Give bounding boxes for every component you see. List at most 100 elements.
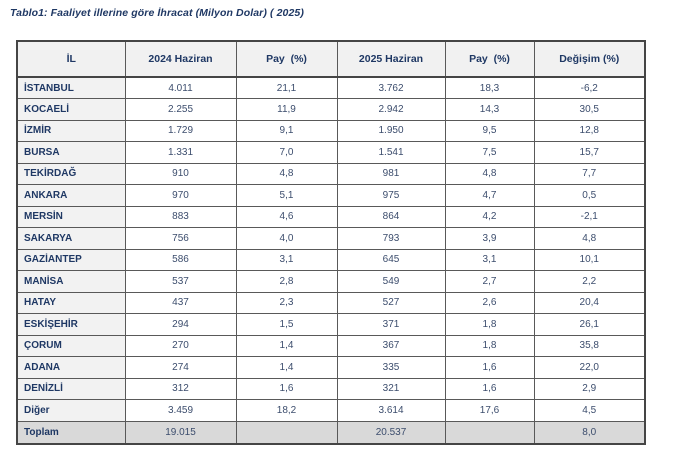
column-header: 2025 Haziran <box>336 40 446 78</box>
value-cell: 1,8 <box>444 334 535 357</box>
total-value-cell: 8,0 <box>533 420 646 445</box>
value-cell: 975 <box>336 184 446 207</box>
column-header: Pay (%) <box>235 40 338 78</box>
value-cell: 756 <box>124 227 237 250</box>
value-cell: 1,6 <box>444 377 535 400</box>
value-cell: 10,1 <box>533 248 646 271</box>
value-cell: 11,9 <box>235 98 338 121</box>
table-row: BURSA 1.331 7,0 1.541 7,5 15,7 <box>16 141 646 164</box>
value-cell: 4,8 <box>533 227 646 250</box>
table-body: İSTANBUL 4.011 21,1 3.762 18,3 -6,2 KOCAELİ 2.2… <box>16 76 646 422</box>
value-cell: 1.541 <box>336 141 446 164</box>
total-value-cell: 19.015 <box>124 420 237 445</box>
province-cell: ADANA <box>16 356 126 379</box>
province-cell: BURSA <box>16 141 126 164</box>
table-row: MERSİN 883 4,6 864 4,2 -2,1 <box>16 205 646 228</box>
value-cell: 2,7 <box>444 270 535 293</box>
value-cell: 9,5 <box>444 119 535 142</box>
value-cell: 549 <box>336 270 446 293</box>
value-cell: 26,1 <box>533 313 646 336</box>
value-cell: 2.942 <box>336 98 446 121</box>
value-cell: 312 <box>124 377 237 400</box>
value-cell: 294 <box>124 313 237 336</box>
value-cell: 883 <box>124 205 237 228</box>
value-cell: 270 <box>124 334 237 357</box>
value-cell: 527 <box>336 291 446 314</box>
province-cell: HATAY <box>16 291 126 314</box>
value-cell: 3.614 <box>336 399 446 422</box>
page-title: Tablo1: Faaliyet illerine göre İhracat (… <box>10 7 304 19</box>
value-cell: 537 <box>124 270 237 293</box>
table-row: Diğer 3.459 18,2 3.614 17,6 4,5 <box>16 399 646 422</box>
value-cell: 9,1 <box>235 119 338 142</box>
export-by-province-table: İL 2024 Haziran Pay (%) 2025 Haziran Pay (%)… <box>16 40 646 445</box>
value-cell: 2,9 <box>533 377 646 400</box>
value-cell: 3,1 <box>444 248 535 271</box>
value-cell: -2,1 <box>533 205 646 228</box>
value-cell: 12,8 <box>533 119 646 142</box>
province-cell: KOCAELİ <box>16 98 126 121</box>
column-header: 2024 Haziran <box>124 40 237 78</box>
column-header: Pay (%) <box>444 40 535 78</box>
value-cell: 1,4 <box>235 334 338 357</box>
value-cell: 321 <box>336 377 446 400</box>
value-cell: 864 <box>336 205 446 228</box>
value-cell: 981 <box>336 162 446 185</box>
table-row: SAKARYA 756 4,0 793 3,9 4,8 <box>16 227 646 250</box>
table-row: HATAY 437 2,3 527 2,6 20,4 <box>16 291 646 314</box>
province-cell: SAKARYA <box>16 227 126 250</box>
value-cell: 3,1 <box>235 248 338 271</box>
value-cell: 3,9 <box>444 227 535 250</box>
value-cell: 4,6 <box>235 205 338 228</box>
province-cell: DENİZLİ <box>16 377 126 400</box>
value-cell: 2,3 <box>235 291 338 314</box>
total-value-cell: 20.537 <box>336 420 446 445</box>
value-cell: 1,6 <box>235 377 338 400</box>
column-header: Değişim (%) <box>533 40 646 78</box>
value-cell: 586 <box>124 248 237 271</box>
value-cell: 4,5 <box>533 399 646 422</box>
value-cell: 14,3 <box>444 98 535 121</box>
value-cell: 437 <box>124 291 237 314</box>
province-cell: TEKİRDAĞ <box>16 162 126 185</box>
value-cell: 15,7 <box>533 141 646 164</box>
value-cell: 20,4 <box>533 291 646 314</box>
table-row: ÇORUM 270 1,4 367 1,8 35,8 <box>16 334 646 357</box>
province-cell: Diğer <box>16 399 126 422</box>
value-cell: 18,2 <box>235 399 338 422</box>
table-row: İZMİR 1.729 9,1 1.950 9,5 12,8 <box>16 119 646 142</box>
value-cell: 1,6 <box>444 356 535 379</box>
province-cell: ESKİŞEHİR <box>16 313 126 336</box>
value-cell: 371 <box>336 313 446 336</box>
total-value-cell <box>444 420 535 445</box>
province-cell: GAZİANTEP <box>16 248 126 271</box>
province-cell: MANİSA <box>16 270 126 293</box>
value-cell: 4,8 <box>444 162 535 185</box>
table-row: ADANA 274 1,4 335 1,6 22,0 <box>16 356 646 379</box>
table-row: TEKİRDAĞ 910 4,8 981 4,8 7,7 <box>16 162 646 185</box>
value-cell: 7,0 <box>235 141 338 164</box>
value-cell: -6,2 <box>533 76 646 99</box>
value-cell: 7,7 <box>533 162 646 185</box>
value-cell: 5,1 <box>235 184 338 207</box>
value-cell: 1.729 <box>124 119 237 142</box>
value-cell: 2,6 <box>444 291 535 314</box>
value-cell: 1,8 <box>444 313 535 336</box>
value-cell: 2,2 <box>533 270 646 293</box>
total-row: Toplam 19.015 20.537 8,0 <box>16 420 646 445</box>
value-cell: 0,5 <box>533 184 646 207</box>
table-row: MANİSA 537 2,8 549 2,7 2,2 <box>16 270 646 293</box>
value-cell: 2.255 <box>124 98 237 121</box>
column-header: İL <box>16 40 126 78</box>
value-cell: 1.331 <box>124 141 237 164</box>
value-cell: 35,8 <box>533 334 646 357</box>
value-cell: 970 <box>124 184 237 207</box>
value-cell: 274 <box>124 356 237 379</box>
province-cell: MERSİN <box>16 205 126 228</box>
value-cell: 7,5 <box>444 141 535 164</box>
value-cell: 4,2 <box>444 205 535 228</box>
value-cell: 1,4 <box>235 356 338 379</box>
value-cell: 18,3 <box>444 76 535 99</box>
total-label-cell: Toplam <box>16 420 126 445</box>
value-cell: 910 <box>124 162 237 185</box>
